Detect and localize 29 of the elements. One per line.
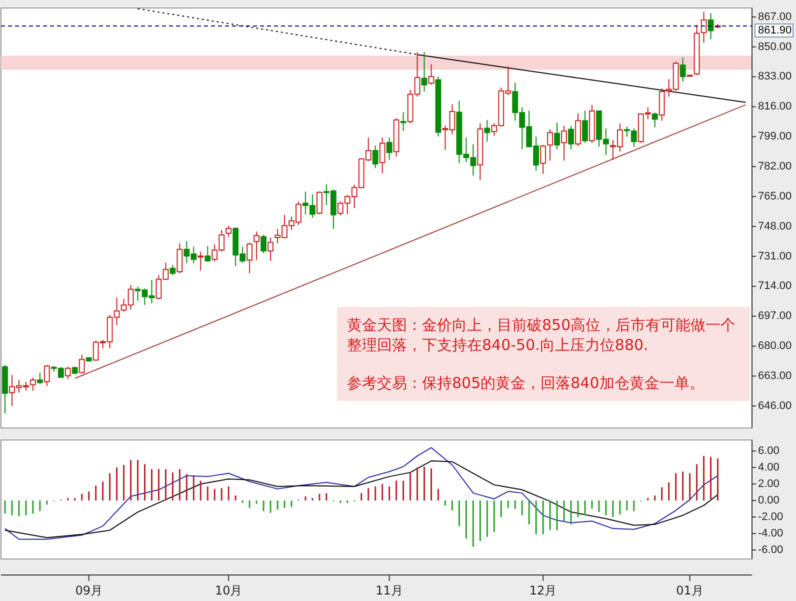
y-tick-label: 765.00 [758,190,792,202]
y-tick-label: 4.00 [758,461,780,474]
y-tick-label: 680.00 [758,340,792,352]
y-tick-label: 850.00 [758,40,792,53]
y-tick-label: 2.00 [758,478,780,490]
y-tick-label: 731.00 [758,250,792,262]
y-tick-label: -6.00 [758,544,784,556]
y-tick-label: 697.00 [758,310,792,322]
y-tick-label: -4.00 [758,527,784,540]
y-tick-label: 782.00 [758,160,792,173]
annotation: 黄金天图：金价向上，目前破850高位，后市有可能做一个整理回落，下支持在840-50.向上压力位880. [347,315,737,355]
y-tick-label: 646.00 [758,400,792,412]
y-tick-label: 663.00 [758,370,792,382]
y-tick-label: -2.00 [758,510,784,523]
y-tick-label: 6.00 [758,444,780,457]
annotation: 参考交易：保持805的黄金，回落840加仓黄金一单。 [347,373,706,393]
y-tick-label: 816.00 [758,100,792,113]
y-tick-label: 714.00 [758,280,792,292]
x-tick-label: 10月 [214,583,242,598]
y-tick-label: 799.00 [758,130,792,143]
y-tick-label: 0.00 [758,494,780,506]
x-tick-label: 11月 [376,583,403,598]
x-tick-label: 12月 [529,583,557,598]
x-tick-label: 09月 [75,583,102,598]
ref-line-label: 861.90 [758,24,792,36]
x-tick-label: 01月 [676,583,704,598]
y-tick-label: 833.00 [758,70,792,83]
y-tick-label: 748.00 [758,220,792,232]
y-tick-label: 867.00 [758,10,792,23]
